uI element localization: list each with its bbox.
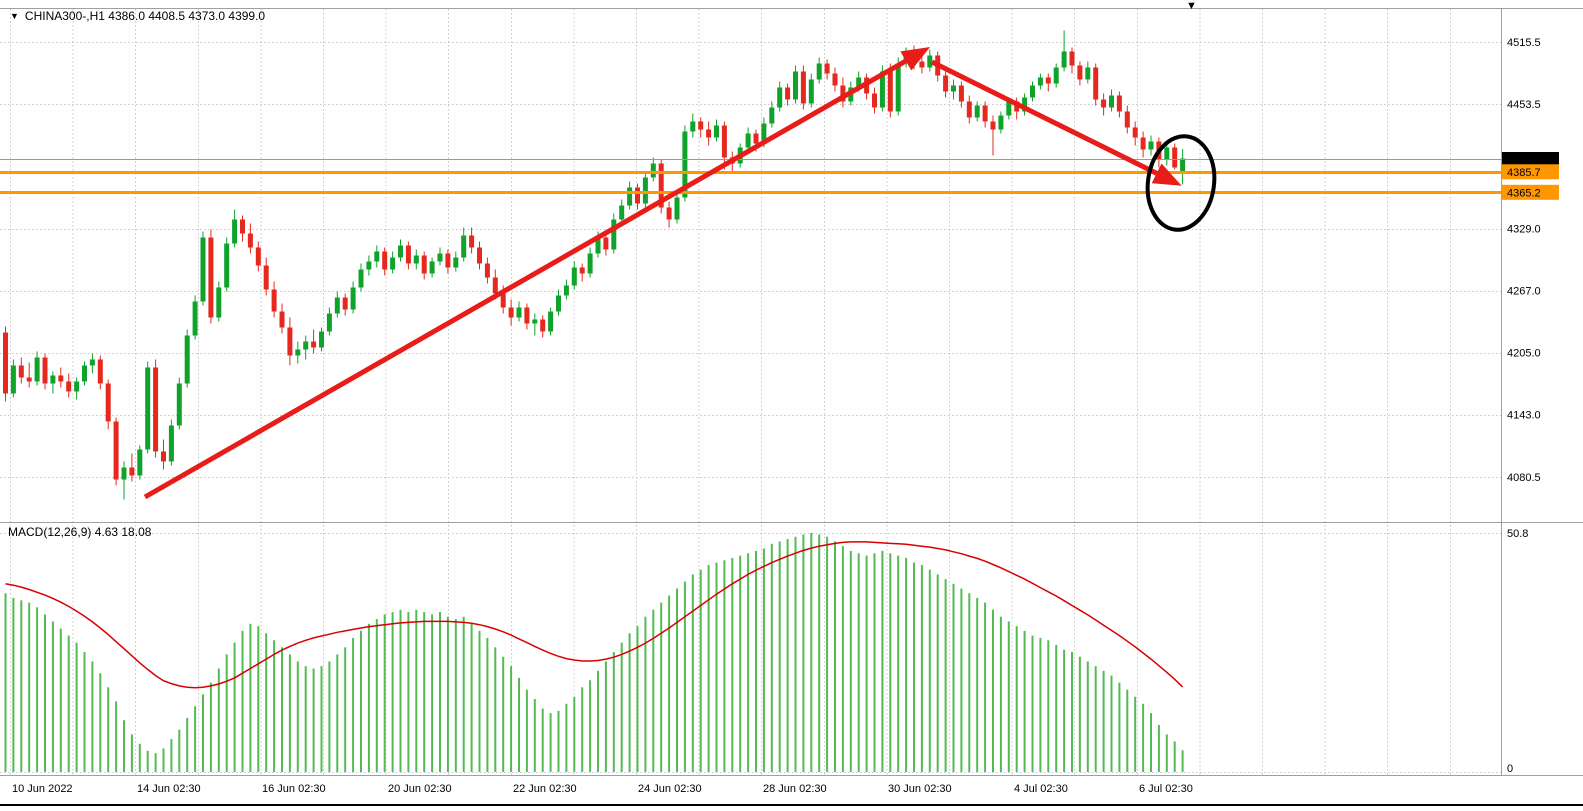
- time-axis-label: 6 Jul 02:30: [1139, 783, 1193, 795]
- svg-text:50.8: 50.8: [1507, 528, 1528, 540]
- time-axis-label: 14 Jun 02:30: [137, 783, 201, 795]
- time-axis-label: 20 Jun 02:30: [388, 783, 452, 795]
- time-axis-label: 30 Jun 02:30: [888, 783, 952, 795]
- svg-text:4143.0: 4143.0: [1507, 410, 1541, 422]
- time-axis-label: 4 Jul 02:30: [1014, 783, 1068, 795]
- svg-text:4399.0: 4399.0: [1507, 155, 1541, 167]
- macd-axis: 50.80: [1507, 528, 1528, 775]
- svg-text:4365.2: 4365.2: [1507, 187, 1541, 199]
- candles: [3, 30, 1186, 500]
- svg-text:4385.7: 4385.7: [1507, 167, 1541, 179]
- chart-shift-icon[interactable]: ▼: [1186, 0, 1197, 12]
- macd-indicator-label: MACD(12,26,9) 4.63 18.08: [8, 525, 152, 539]
- svg-text:4515.5: 4515.5: [1507, 37, 1541, 49]
- highlight-ellipse[interactable]: [1142, 132, 1220, 234]
- svg-text:4453.5: 4453.5: [1507, 99, 1541, 111]
- time-axis-label: 10 Jun 2022: [12, 783, 73, 795]
- macd-histogram: [4, 533, 1184, 772]
- macd-signal-line: [5, 541, 1184, 689]
- svg-text:4205.0: 4205.0: [1507, 348, 1541, 360]
- chart-title: ▼ CHINA300-,H1 4386.0 4408.5 4373.0 4399…: [10, 9, 265, 23]
- time-axis-label: 28 Jun 02:30: [763, 783, 827, 795]
- trend-arrows[interactable]: [143, 47, 1182, 500]
- frame-lines: [0, 8, 1583, 806]
- horizontal-price-lines[interactable]: [0, 159, 1501, 194]
- time-axis-label: 16 Jun 02:30: [262, 783, 326, 795]
- down-trend-arrow: [930, 59, 1182, 186]
- chart-title-text: CHINA300-,H1 4386.0 4408.5 4373.0 4399.0: [24, 9, 266, 23]
- price-axis[interactable]: 4515.5 4453.5 4329.0 4267.0 4205.0 4143.0 4080…: [1507, 37, 1541, 484]
- symbol-dropdown-icon: ▼: [10, 10, 19, 21]
- svg-text:0: 0: [1507, 763, 1513, 775]
- up-trend-arrow: [143, 47, 931, 500]
- time-axis-label: 24 Jun 02:30: [638, 783, 702, 795]
- time-axis[interactable]: 10 Jun 2022 14 Jun 02:30 16 Jun 02:30 20 Ju…: [12, 783, 1193, 795]
- svg-text:4080.5: 4080.5: [1507, 472, 1541, 484]
- time-axis-label: 22 Jun 02:30: [513, 783, 577, 795]
- grid: [0, 9, 1501, 775]
- svg-text:4267.0: 4267.0: [1507, 286, 1541, 298]
- svg-text:4329.0: 4329.0: [1507, 224, 1541, 236]
